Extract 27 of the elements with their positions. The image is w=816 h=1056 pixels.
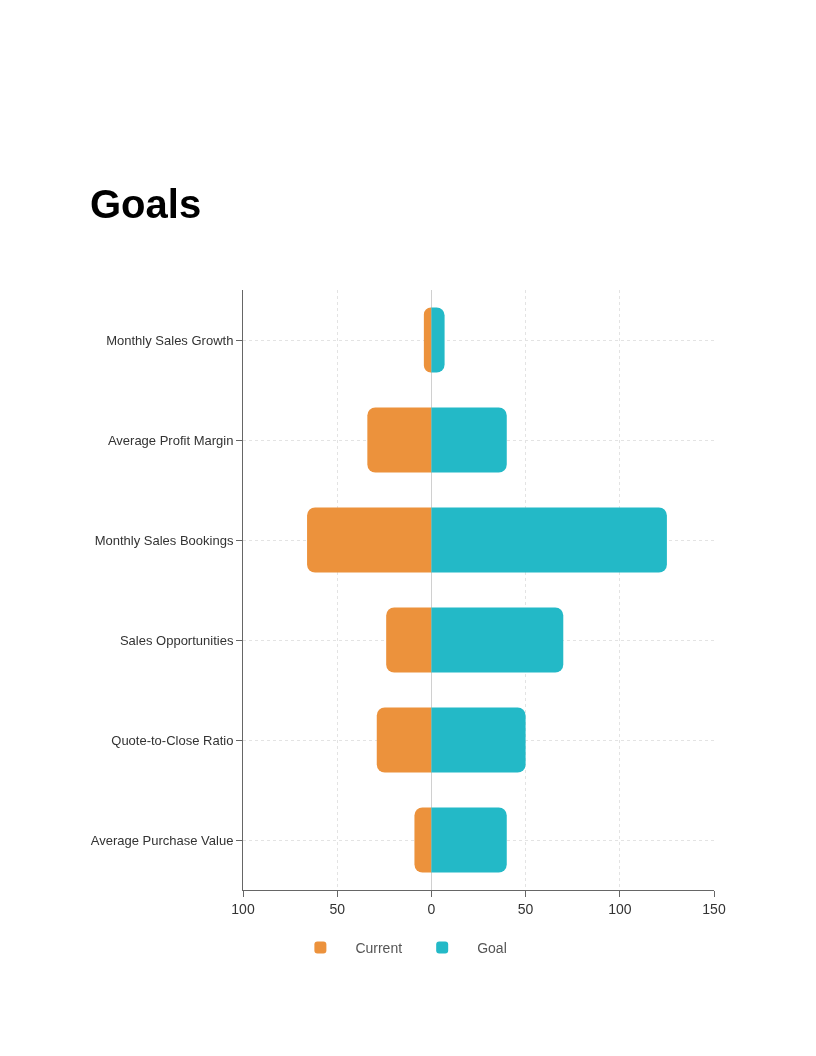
x-tick-label: 50 — [329, 900, 346, 917]
y-tick-label: Average Purchase Value — [90, 832, 234, 848]
bar — [431, 707, 526, 773]
x-tick-label: 100 — [231, 900, 255, 917]
bar — [386, 607, 432, 673]
x-tick-label: 150 — [702, 900, 726, 917]
x-tick-label: 50 — [517, 900, 534, 917]
bar — [431, 807, 507, 873]
y-tick-label: Monthly Sales Growth — [106, 332, 234, 348]
bar — [376, 707, 432, 773]
y-tick-label: Sales Opportunities — [119, 632, 234, 648]
chart-title: Goals — [90, 182, 202, 226]
bar — [307, 507, 432, 573]
x-tick-label: 100 — [608, 900, 632, 917]
bar — [414, 807, 432, 873]
y-tick-label: Quote-to-Close Ratio — [111, 732, 234, 748]
bar — [431, 607, 564, 673]
y-tick-label: Monthly Sales Bookings — [94, 532, 234, 548]
bar — [367, 407, 432, 473]
bar — [431, 507, 667, 573]
y-tick-label: Average Profit Margin — [107, 432, 234, 448]
bar — [423, 307, 432, 373]
bar — [431, 307, 445, 373]
legend-label: Goal — [477, 940, 507, 957]
legend-label: Current — [355, 940, 403, 957]
x-tick-label: 0 — [427, 900, 436, 917]
bar — [431, 407, 507, 473]
